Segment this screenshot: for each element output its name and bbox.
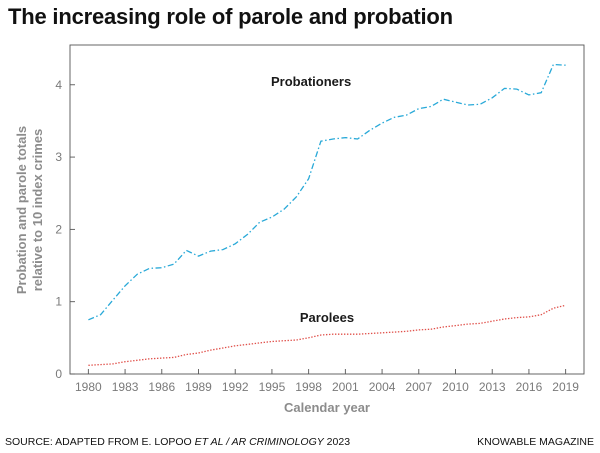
x-tick-label: 2010 (442, 380, 469, 394)
plot-frame (69, 44, 585, 375)
probationers-line (88, 63, 566, 321)
y-tick-label: 3 (55, 150, 62, 164)
x-tick-label: 1980 (75, 380, 102, 394)
y-axis-label-line-1: Probation and parole totals (14, 126, 29, 294)
source-citation: ET AL / AR CRIMINOLOGY (194, 436, 324, 448)
y-axis-label-line-2: relative to 10 index crimes (30, 129, 45, 292)
publisher-credit: KNOWABLE MAGAZINE (477, 436, 594, 448)
source-note: SOURCE: ADAPTED FROM E. LOPOO ET AL / AR… (5, 436, 350, 448)
chart-title: The increasing role of parole and probat… (8, 4, 453, 29)
x-tick-label: 1983 (112, 380, 139, 394)
x-tick-label: 1992 (222, 380, 249, 394)
y-axis-ticks: 0 1 2 3 4 (55, 78, 75, 381)
y-tick-label: 1 (55, 295, 62, 309)
x-tick-label: 1995 (259, 380, 286, 394)
parolees-annotation: Parolees (300, 310, 354, 325)
y-tick-label: 0 (55, 367, 62, 381)
y-tick-label: 2 (55, 222, 62, 236)
x-tick-label: 1998 (295, 380, 322, 394)
series-lines (88, 63, 566, 366)
x-axis-label: Calendar year (284, 400, 370, 415)
x-tick-label: 2013 (479, 380, 506, 394)
source-year: 2023 (323, 436, 351, 448)
x-tick-label: 1989 (185, 380, 212, 394)
x-tick-label: 2001 (332, 380, 359, 394)
x-tick-label: 2016 (516, 380, 543, 394)
x-tick-label: 2007 (405, 380, 432, 394)
x-axis-ticks: 1980 1983 1986 1989 1992 1995 1998 2001 2004 2007… (75, 369, 579, 394)
y-tick-label: 4 (55, 78, 62, 92)
x-tick-label: 1986 (148, 380, 175, 394)
x-tick-label: 2004 (369, 380, 396, 394)
probationers-annotation: Probationers (271, 74, 351, 89)
series-annotations: Probationers Parolees (271, 74, 354, 325)
x-tick-label: 2019 (552, 380, 579, 394)
source-prefix: SOURCE: ADAPTED FROM E. LOPOO (5, 436, 195, 448)
parolees-line (88, 304, 566, 366)
